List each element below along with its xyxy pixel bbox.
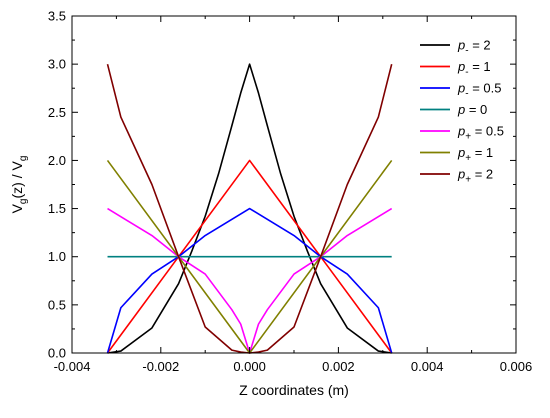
legend-label: p- = 0.5 bbox=[457, 81, 501, 100]
legend-label: p- = 2 bbox=[457, 38, 491, 57]
legend-label: p- = 1 bbox=[457, 59, 491, 78]
y-tick-label: 1.0 bbox=[48, 249, 66, 264]
y-tick-label: 0.5 bbox=[48, 297, 66, 312]
y-tick-label: 3.0 bbox=[48, 57, 66, 72]
legend-label: p = 0 bbox=[457, 102, 487, 117]
legend-label: p+ = 0.5 bbox=[457, 124, 504, 143]
legend-entry-1: p- = 1 bbox=[420, 59, 491, 78]
series-line-1 bbox=[106, 159, 393, 354]
legend-label: p+ = 1 bbox=[457, 145, 493, 164]
series-line-0 bbox=[107, 63, 392, 354]
x-tick-label: -0.002 bbox=[142, 359, 179, 374]
y-tick-label: 1.5 bbox=[48, 201, 66, 216]
x-tick-label: 0.004 bbox=[411, 359, 444, 374]
x-axis-title: Z coordinates (m) bbox=[239, 382, 349, 398]
legend-entry-6: p+ = 2 bbox=[420, 167, 493, 186]
series-line-2 bbox=[106, 207, 393, 354]
y-tick-label: 3.5 bbox=[48, 9, 66, 24]
legend-entry-2: p- = 0.5 bbox=[420, 81, 501, 100]
y-tick-label: 2.0 bbox=[48, 153, 66, 168]
series-line-4 bbox=[107, 207, 393, 354]
x-tick-label: 0.006 bbox=[500, 359, 533, 374]
x-tick-label: -0.004 bbox=[54, 359, 91, 374]
series-layer bbox=[106, 63, 393, 354]
y-tick-label: 0.0 bbox=[48, 346, 66, 361]
legend-entry-5: p+ = 1 bbox=[420, 145, 493, 164]
y-tick-label: 2.5 bbox=[48, 105, 66, 120]
x-tick-label: 0.000 bbox=[233, 359, 266, 374]
legend-entry-4: p+ = 0.5 bbox=[420, 124, 504, 143]
y-axis-title: Vg(z) / Vg bbox=[9, 156, 29, 214]
legend-entry-0: p- = 2 bbox=[420, 38, 491, 57]
x-tick-label: 0.002 bbox=[322, 359, 355, 374]
legend: p- = 2 p- = 1 p- = 0.5 p = 0 p+ = 0.5 p+ = 1 p… bbox=[420, 38, 504, 186]
legend-entry-3: p = 0 bbox=[420, 102, 487, 117]
legend-label: p+ = 2 bbox=[457, 167, 493, 186]
axes-layer: -0.004 -0.002 0.000 0.002 0.004 0.006 0.0 0.5 1.… bbox=[48, 9, 532, 375]
